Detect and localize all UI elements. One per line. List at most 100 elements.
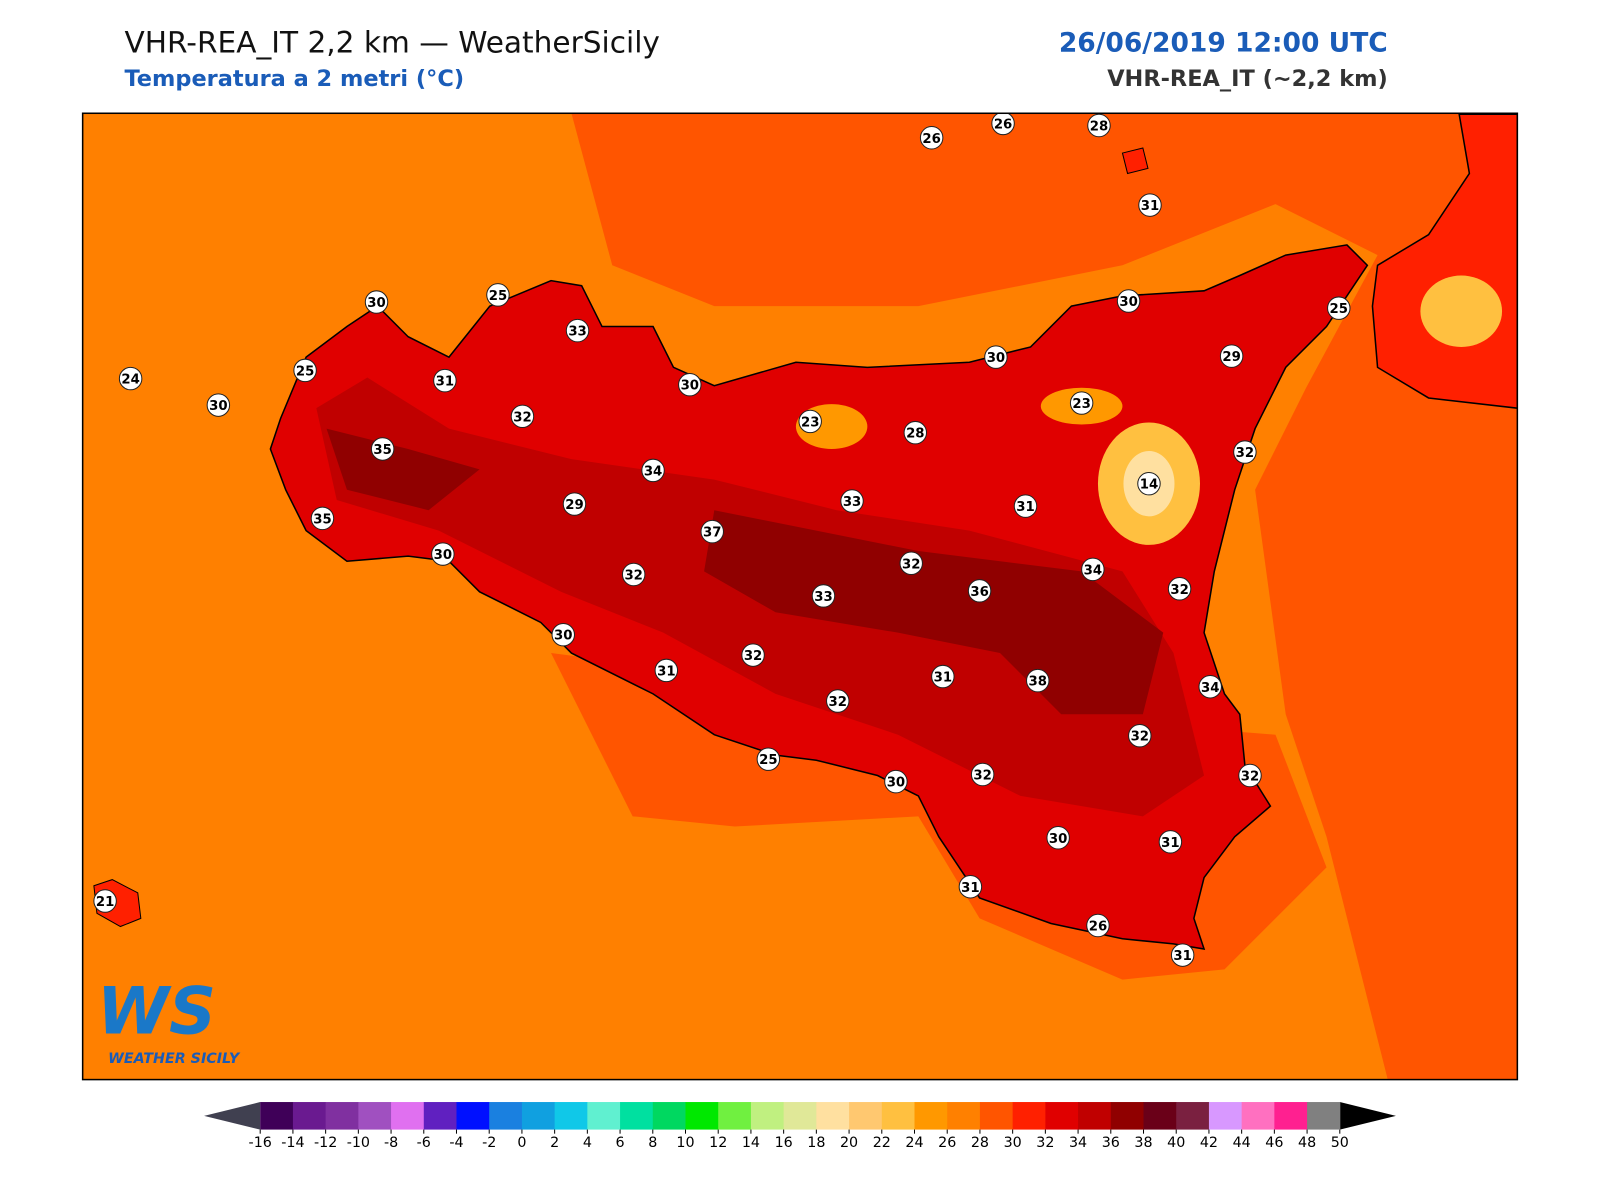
station-marker: [958, 875, 983, 899]
station-marker: [565, 318, 590, 343]
logo: WS WEATHER SICILY: [97, 973, 241, 1067]
station-marker: [1167, 577, 1192, 601]
station: 25: [293, 358, 317, 383]
station: 26: [991, 113, 1015, 136]
station: 31: [1013, 494, 1038, 518]
station-value: 37: [703, 526, 721, 541]
station-value: 32: [902, 557, 920, 572]
station-marker: [1086, 913, 1110, 938]
colorbar-tick-label: -8: [384, 1135, 398, 1151]
colorbar-tick-label: 50: [1331, 1135, 1349, 1151]
colorbar-tick-label: 48: [1298, 1135, 1316, 1151]
station-marker: [970, 762, 995, 787]
station: 31: [958, 875, 983, 899]
station-value: 25: [759, 753, 777, 768]
station-value: 31: [1173, 949, 1191, 964]
station-value: 30: [1049, 832, 1067, 847]
station-value: 29: [1222, 350, 1240, 365]
colorbar-tick-label: 16: [775, 1135, 793, 1151]
colorbar-segment: [260, 1102, 294, 1130]
station: 23: [1069, 391, 1094, 415]
station-marker: [1128, 723, 1152, 748]
colorbar-tick-label: 14: [742, 1135, 760, 1151]
station-marker: [1198, 675, 1222, 699]
colorbar-segment: [456, 1102, 490, 1130]
station-value: 25: [1330, 302, 1348, 317]
station-value: 33: [814, 590, 832, 605]
colorbar-segment: [1307, 1102, 1341, 1130]
station-value: 28: [906, 427, 924, 442]
station-value: 26: [1089, 920, 1107, 935]
colorbar-tick-label: -12: [314, 1135, 337, 1151]
station: 29: [1219, 344, 1244, 368]
station: 28: [903, 420, 928, 445]
station-marker: [840, 489, 864, 513]
colorbar-tick-label: 4: [583, 1135, 592, 1151]
station: 23: [798, 409, 822, 434]
station-marker: [562, 492, 587, 516]
station: 21: [93, 889, 117, 913]
station-marker: [678, 372, 702, 397]
station-value: 23: [1072, 397, 1090, 412]
station-marker: [967, 579, 992, 603]
station-value: 35: [373, 443, 391, 458]
map: 26 26 28 31 30 25 33 24 25 31 30 32 30 23 28 30 30 25 29 23…: [82, 113, 1518, 1080]
station-value: 32: [829, 695, 847, 710]
station: 31: [433, 368, 457, 393]
colorbar-tick-label: 34: [1069, 1135, 1087, 1151]
station-value: 33: [568, 325, 586, 340]
station-marker: [1219, 344, 1244, 368]
colorbar-tick-label: 6: [616, 1135, 625, 1151]
colorbar-segment: [1208, 1102, 1243, 1130]
station-value: 29: [565, 498, 583, 513]
station-value: 33: [843, 495, 861, 510]
colorbar-segment: [391, 1102, 425, 1130]
station-value: 32: [973, 769, 991, 784]
station-marker: [206, 393, 231, 417]
colorbar-segment: [1012, 1102, 1046, 1130]
station: 30: [431, 542, 455, 566]
logo-mark: WS: [97, 973, 216, 1049]
station-value: 34: [644, 464, 662, 479]
station-value: 32: [1131, 730, 1149, 745]
colorbar: -16 -14 -12 -10 -8 -6 -4 -2 0 2 4 6 8 10 12 14 16 18 20 22 2…: [204, 1102, 1396, 1151]
colorbar-segment: [521, 1102, 556, 1130]
station: 33: [565, 318, 590, 343]
station-marker: [884, 769, 908, 794]
station-marker: [641, 458, 665, 483]
station-marker: [1170, 943, 1195, 967]
colorbar-segment: [1241, 1102, 1275, 1130]
colorbar-segment: [849, 1102, 883, 1130]
station-value: 30: [434, 548, 452, 563]
colorbar-segment: [620, 1102, 654, 1130]
station-marker: [1158, 830, 1183, 854]
station-marker: [93, 889, 117, 913]
colorbar-tick-label: 32: [1036, 1135, 1054, 1151]
station: 31: [1158, 830, 1183, 854]
station: 32: [1238, 763, 1262, 788]
station-marker: [826, 689, 850, 713]
station-marker: [431, 542, 455, 566]
station-marker: [433, 368, 457, 393]
station: 14: [1137, 471, 1161, 496]
station: 30: [884, 769, 908, 794]
station: 25: [486, 283, 510, 307]
colorbar-segment: [718, 1102, 752, 1130]
station-value: 30: [209, 399, 227, 414]
station: 36: [967, 579, 992, 603]
colorbar-tick-label: 24: [905, 1135, 923, 1151]
station: 33: [811, 584, 836, 608]
station: 38: [1026, 668, 1050, 693]
station-value: 30: [681, 379, 699, 394]
station-value: 30: [1119, 295, 1137, 310]
logo-name: WEATHER SICILY: [108, 1051, 241, 1067]
station: 32: [826, 689, 850, 713]
station-marker: [1327, 296, 1351, 320]
station: 30: [1046, 826, 1070, 850]
station: 24: [118, 366, 143, 391]
title: VHR-REA_IT 2,2 km — WeatherSicily: [124, 25, 659, 59]
station-marker: [1013, 494, 1038, 518]
station-value: 24: [121, 373, 139, 388]
station-marker: [811, 584, 836, 608]
